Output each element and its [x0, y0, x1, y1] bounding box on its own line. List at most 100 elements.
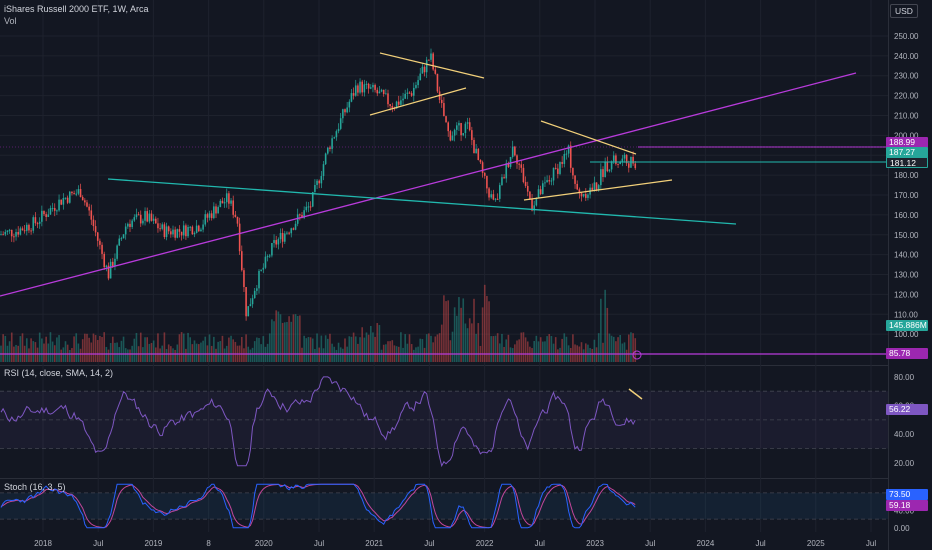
candle-body	[574, 175, 576, 184]
volume-bar	[120, 340, 123, 362]
volume-bar	[593, 339, 596, 362]
price-tick-label: 240.00	[894, 52, 919, 61]
candle-body	[333, 137, 336, 139]
volume-bar	[182, 333, 185, 362]
volume-bar	[271, 319, 273, 362]
candle-body	[249, 304, 252, 307]
volume-bar	[462, 298, 465, 362]
volume-bar	[365, 332, 368, 362]
candle-body	[303, 210, 305, 218]
volume-bar	[305, 338, 308, 362]
candle-body	[324, 153, 327, 165]
volume-bar	[445, 301, 447, 362]
time-tick-label: 8	[206, 539, 211, 548]
volume-bar	[204, 336, 207, 362]
volume-bar	[86, 333, 88, 362]
candle-body	[520, 164, 523, 168]
candle-body	[94, 226, 97, 233]
volume-bar	[413, 349, 415, 362]
candle-body	[230, 200, 232, 204]
candle-body	[557, 168, 559, 174]
volume-bar	[228, 337, 230, 362]
volume-bar	[79, 348, 82, 362]
candle-body	[507, 163, 510, 167]
candle-body	[66, 197, 69, 203]
candle-body	[142, 220, 144, 224]
volume-bar	[520, 332, 523, 362]
volume-bar	[363, 337, 366, 362]
volume-bar	[372, 332, 374, 362]
volume-bar	[546, 336, 548, 362]
volume-bar	[514, 344, 516, 362]
volume-bar	[385, 344, 387, 362]
candle-body	[625, 154, 628, 164]
volume-bar	[103, 332, 105, 362]
price-tick-label: 150.00	[894, 231, 919, 240]
candle-body	[53, 208, 56, 211]
volume-bar	[408, 334, 411, 362]
time-tick-label: 2023	[586, 539, 604, 548]
volume-bar	[606, 307, 609, 362]
volume-bar	[114, 342, 116, 362]
volume-bar	[163, 332, 166, 362]
candle-body	[139, 214, 142, 224]
candle-body	[275, 240, 277, 245]
candle-body	[322, 164, 325, 177]
candle-body	[228, 193, 230, 204]
volume-bar	[585, 343, 587, 362]
time-tick-label: Jul	[314, 539, 324, 548]
volume-bar	[367, 334, 370, 362]
candle-body	[256, 288, 258, 291]
volume-bar	[109, 342, 112, 362]
currency-label[interactable]: USD	[890, 4, 918, 18]
rsi-pane	[0, 376, 888, 468]
candle-body	[331, 138, 333, 149]
volume-bar	[449, 340, 452, 362]
volume-bar	[516, 340, 518, 362]
volume-bar	[307, 337, 310, 362]
candle-body	[370, 87, 372, 89]
volume-bar	[62, 347, 65, 362]
volume-bar	[19, 336, 22, 362]
volume-bar	[428, 333, 430, 362]
volume-bar	[595, 347, 598, 362]
volume-bar	[155, 347, 157, 362]
candle-body	[146, 211, 148, 222]
volume-bar	[243, 348, 245, 362]
candle-body	[593, 182, 596, 191]
candle-body	[157, 223, 159, 229]
candle-body	[73, 193, 75, 195]
candle-body	[96, 232, 99, 241]
volume-bar	[582, 349, 585, 362]
candle-body	[2, 234, 4, 236]
candle-body	[544, 182, 546, 184]
candle-body	[421, 66, 424, 74]
volume-bar	[531, 348, 533, 362]
candle-body	[511, 146, 514, 157]
volume-bar	[604, 289, 606, 362]
volume-bar	[69, 349, 71, 362]
candle-body	[202, 224, 204, 230]
volume-bar	[324, 335, 327, 362]
volume-bar	[370, 325, 372, 362]
stoch-band	[0, 492, 888, 520]
candle-body	[45, 214, 47, 217]
candle-body	[258, 270, 260, 289]
candle-body	[316, 180, 318, 186]
candle-body	[389, 104, 391, 106]
volume-bar	[41, 338, 43, 362]
candle-body	[116, 245, 118, 259]
volume-bars	[0, 284, 637, 362]
volume-bar	[2, 334, 4, 362]
volume-bar	[189, 337, 191, 362]
candle-body	[195, 225, 198, 233]
candle-body	[112, 261, 114, 267]
volume-bar	[193, 340, 196, 362]
volume-bar	[434, 336, 437, 362]
candle-body	[505, 163, 508, 179]
volume-bar	[509, 347, 512, 362]
volume-bar	[223, 348, 226, 362]
volume-bar	[602, 342, 604, 362]
price-tick-label: 180.00	[894, 171, 919, 180]
